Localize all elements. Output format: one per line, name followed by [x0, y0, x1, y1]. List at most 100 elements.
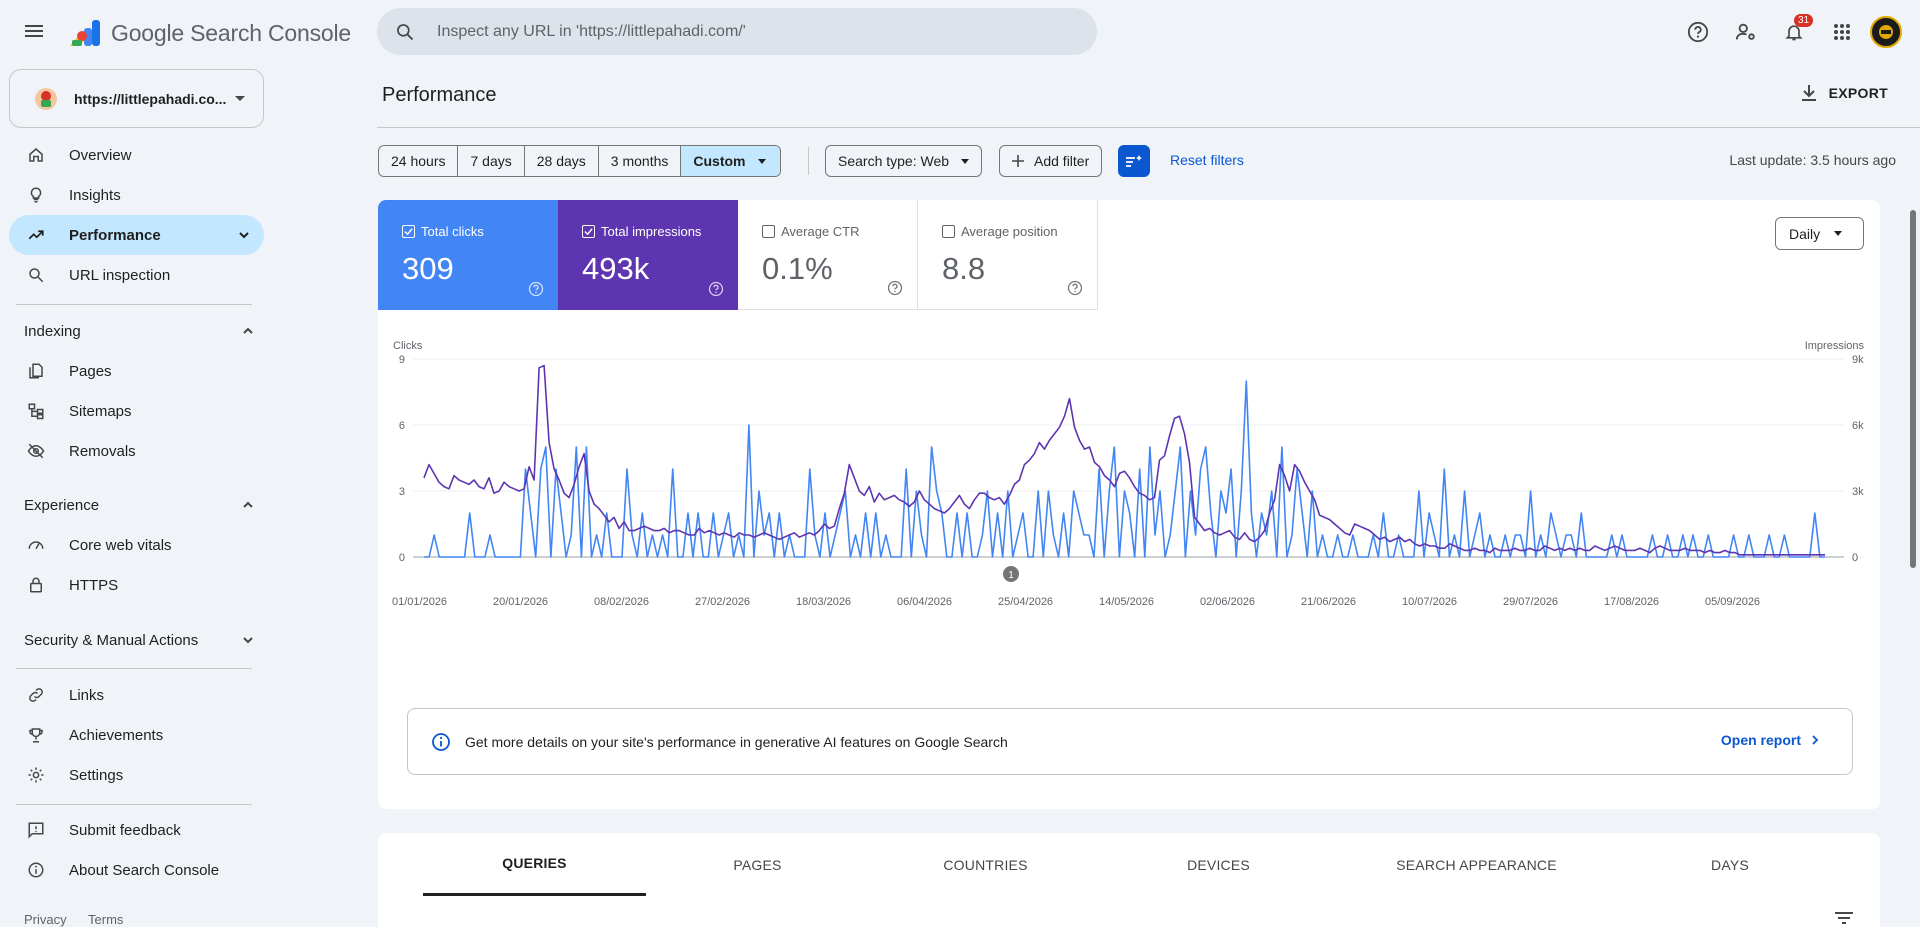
tab-countries[interactable]: COUNTRIES [943, 856, 1028, 873]
x-tick-label: 29/07/2026 [1503, 596, 1558, 608]
sidebar-item-settings[interactable]: Settings [9, 755, 264, 795]
url-inspection-search[interactable] [377, 8, 1097, 55]
sidebar-item-label: Core web vitals [69, 536, 172, 554]
manage-users-icon[interactable] [1726, 12, 1766, 52]
filter-settings-button[interactable] [1118, 145, 1150, 177]
annotation-label: 1 [1008, 570, 1014, 581]
scrollbar-thumb[interactable] [1910, 210, 1916, 568]
last-update-text: Last update: 3.5 hours ago [1729, 152, 1896, 168]
sidebar-item-label: Pages [69, 362, 112, 380]
chart-svg[interactable]: Clicks Impressions 0 0 3 3k 6 6k 9 9k 01/01/2026 20… [378, 330, 1880, 650]
tab-queries[interactable]: QUERIES [423, 833, 646, 896]
metric-total-clicks[interactable]: Total clicks 309 [378, 200, 558, 310]
help-icon[interactable] [1678, 12, 1718, 52]
home-icon [26, 145, 46, 165]
performance-chart[interactable]: Clicks Impressions 0 0 3 3k 6 6k 9 9k 01/01/2026 20… [378, 330, 1880, 650]
privacy-link[interactable]: Privacy [24, 912, 67, 927]
tab-devices[interactable]: DEVICES [1187, 856, 1250, 873]
range-3-months[interactable]: 3 months [599, 146, 682, 176]
plus-icon [1012, 155, 1024, 167]
range-24-hours[interactable]: 24 hours [379, 146, 459, 176]
granularity-label: Daily [1789, 225, 1821, 242]
section-indexing-header[interactable]: Indexing [24, 311, 264, 351]
tab-days[interactable]: DAYS [1711, 856, 1749, 873]
table-filter-icon[interactable] [1834, 911, 1854, 925]
range-custom[interactable]: Custom [681, 146, 780, 176]
y2-tick-label: 3k [1852, 486, 1864, 498]
help-icon[interactable] [528, 281, 544, 297]
range-label: 3 months [610, 153, 669, 169]
section-experience-header[interactable]: Experience [24, 485, 264, 525]
reset-filters-link[interactable]: Reset filters [1170, 152, 1244, 168]
sidebar-item-sitemaps[interactable]: Sitemaps [9, 391, 264, 431]
sidebar-item-insights[interactable]: Insights [9, 175, 264, 215]
sidebar-item-label: Achievements [69, 726, 164, 744]
metric-value: 8.8 [942, 251, 986, 286]
sidebar-item-core-web-vitals[interactable]: Core web vitals [9, 525, 264, 565]
sidebar-item-url-inspection[interactable]: URL inspection [9, 255, 264, 295]
sidebar-item-pages[interactable]: Pages [9, 351, 264, 391]
feedback-icon [26, 820, 46, 840]
sidebar-item-label: Submit feedback [69, 821, 181, 839]
terms-link[interactable]: Terms [88, 912, 124, 927]
section-security-header[interactable]: Security & Manual Actions [24, 620, 264, 660]
metric-label: Average position [961, 224, 1058, 239]
add-filter-button[interactable]: Add filter [999, 145, 1103, 177]
sidebar-item-https[interactable]: HTTPS [9, 565, 264, 605]
sidebar-item-about[interactable]: About Search Console [9, 850, 264, 890]
header-divider [377, 127, 1920, 128]
property-selector[interactable]: https://littlepahadi.co... [9, 69, 264, 128]
series-line-impressions [423, 364, 1825, 556]
range-7-days[interactable]: 7 days [458, 146, 525, 176]
property-dropdown-icon [235, 96, 245, 101]
apps-grid-icon[interactable] [1822, 12, 1862, 52]
gear-icon [26, 765, 46, 785]
search-icon [397, 23, 414, 40]
page-scrollbar[interactable] [1908, 198, 1918, 927]
checkbox-checked-icon[interactable] [402, 225, 415, 238]
section-indexing-title: Indexing [24, 322, 81, 340]
sitemap-icon [26, 401, 46, 421]
sidebar-item-performance[interactable]: Performance [9, 215, 264, 255]
sidebar-item-links[interactable]: Links [9, 675, 264, 715]
search-type-label: Search type: Web [838, 153, 950, 169]
tab-pages[interactable]: PAGES [733, 856, 782, 873]
x-tick-label: 25/04/2026 [998, 596, 1053, 608]
search-type-filter[interactable]: Search type: Web [825, 145, 983, 177]
y2-tick-label: 6k [1852, 420, 1864, 432]
sidebar: https://littlepahadi.co... Overview Insi… [0, 64, 264, 927]
sidebar-item-achievements[interactable]: Achievements [9, 715, 264, 755]
x-tick-label: 02/06/2026 [1200, 596, 1255, 608]
range-28-days[interactable]: 28 days [525, 146, 599, 176]
app-title: Google Search Console [111, 20, 352, 46]
tab-search-appearance[interactable]: SEARCH APPEARANCE [1396, 856, 1557, 873]
sidebar-item-label: About Search Console [69, 861, 220, 879]
granularity-selector[interactable]: Daily [1775, 217, 1864, 250]
checkbox-checked-icon[interactable] [582, 225, 595, 238]
account-avatar[interactable] [1870, 16, 1902, 48]
metric-label: Average CTR [781, 224, 860, 239]
sidebar-item-removals[interactable]: Removals [9, 431, 264, 471]
sidebar-item-overview[interactable]: Overview [9, 135, 264, 175]
search-input[interactable] [437, 22, 1037, 41]
y-tick-label: 6 [399, 420, 405, 432]
open-report-link[interactable]: Open report [1721, 732, 1819, 748]
metric-average-position[interactable]: Average position 8.8 [918, 200, 1098, 310]
checkbox-unchecked-icon[interactable] [762, 225, 775, 238]
range-label: Custom [693, 153, 746, 169]
notifications-icon[interactable]: 31 [1774, 12, 1814, 52]
help-icon[interactable] [708, 281, 724, 297]
checkbox-unchecked-icon[interactable] [942, 225, 955, 238]
x-tick-label: 05/09/2026 [1705, 596, 1760, 608]
help-icon[interactable] [887, 280, 903, 296]
x-tick-label: 06/04/2026 [897, 596, 952, 608]
link-icon [26, 685, 46, 705]
main-menu-icon[interactable] [22, 20, 46, 44]
search-icon [26, 265, 46, 285]
help-icon[interactable] [1067, 280, 1083, 296]
sidebar-item-submit-feedback[interactable]: Submit feedback [9, 810, 264, 850]
chevron-right-icon [1812, 735, 1819, 745]
metric-average-ctr[interactable]: Average CTR 0.1% [738, 200, 918, 310]
metric-total-impressions[interactable]: Total impressions 493k [558, 200, 738, 310]
export-button[interactable]: EXPORT [1801, 84, 1888, 102]
